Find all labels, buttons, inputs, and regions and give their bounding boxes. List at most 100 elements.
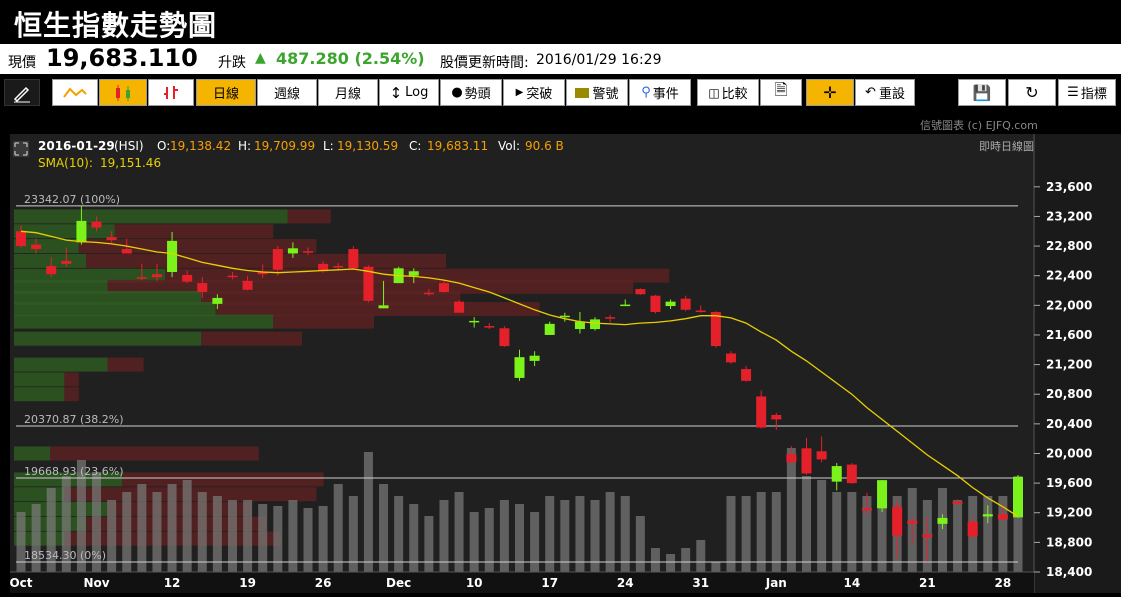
- line-chart-button[interactable]: [52, 79, 98, 106]
- candle-body[interactable]: [197, 283, 208, 292]
- candle-body[interactable]: [91, 221, 102, 228]
- candle-body[interactable]: [982, 514, 993, 517]
- tab-monthly[interactable]: 月線: [318, 79, 378, 106]
- x-axis-panel: [10, 572, 1034, 593]
- price-chart[interactable]: 23342.07 (100%) 20370.87 (38.2%) 19668.93 …: [9, 134, 1121, 593]
- candlestick-icon: [116, 84, 130, 101]
- candle-body[interactable]: [590, 319, 601, 330]
- candle-body[interactable]: [363, 266, 374, 301]
- candle-body[interactable]: [877, 480, 888, 509]
- candle-body[interactable]: [514, 357, 525, 378]
- candle-body[interactable]: [76, 220, 87, 243]
- candle-body[interactable]: [242, 280, 253, 290]
- volume-profile-down-bar: [114, 224, 274, 239]
- candle-body[interactable]: [61, 260, 72, 264]
- candle-body[interactable]: [136, 277, 147, 279]
- candle-body[interactable]: [635, 289, 646, 295]
- save-icon: 💾: [972, 83, 992, 102]
- candle-body[interactable]: [605, 317, 616, 319]
- candle-body[interactable]: [227, 275, 238, 278]
- candle-body[interactable]: [544, 323, 555, 335]
- draw-pen-button[interactable]: [4, 79, 40, 106]
- candle-body[interactable]: [46, 266, 57, 275]
- save-button[interactable]: 💾: [958, 79, 1006, 106]
- candle-body[interactable]: [559, 315, 570, 318]
- candle-body[interactable]: [303, 251, 314, 253]
- candle-body[interactable]: [620, 304, 631, 307]
- candle-body[interactable]: [454, 301, 465, 313]
- candle-body[interactable]: [695, 310, 706, 313]
- candle-body[interactable]: [771, 414, 782, 420]
- volume-profile-up-bar: [14, 302, 216, 317]
- y-tick-label: 20,800: [1046, 387, 1092, 401]
- notes-button[interactable]: 🗎: [760, 79, 802, 106]
- candle-body[interactable]: [725, 353, 736, 363]
- candle-body[interactable]: [680, 298, 691, 310]
- candle-body[interactable]: [348, 249, 359, 269]
- candle-body[interactable]: [167, 240, 178, 272]
- candle-body[interactable]: [333, 266, 344, 268]
- tab-daily[interactable]: 日線: [196, 79, 256, 106]
- candle-body[interactable]: [650, 295, 661, 312]
- compare-button[interactable]: ◫ 比較: [697, 79, 759, 106]
- candle-body[interactable]: [438, 283, 449, 292]
- candle-body[interactable]: [151, 274, 162, 278]
- reset-button[interactable]: ↶ 重設: [855, 79, 915, 106]
- volume-profile-down-bar: [215, 302, 540, 317]
- volume-profile-up-bar: [14, 209, 288, 224]
- candlestick-button[interactable]: [99, 79, 147, 106]
- candle-body[interactable]: [16, 231, 26, 247]
- candle-body[interactable]: [212, 297, 223, 304]
- candle-body[interactable]: [861, 508, 872, 511]
- candle-body[interactable]: [846, 464, 857, 484]
- candle-body[interactable]: [816, 451, 827, 460]
- candle-body[interactable]: [408, 271, 419, 276]
- candle-body[interactable]: [786, 454, 797, 463]
- candle-body[interactable]: [710, 312, 721, 347]
- candle-body[interactable]: [484, 326, 495, 328]
- candle-body[interactable]: [423, 292, 434, 295]
- refresh-button[interactable]: ↻: [1008, 79, 1056, 106]
- candle-body[interactable]: [892, 506, 903, 536]
- candle-body[interactable]: [574, 321, 585, 330]
- crosshair-button[interactable]: ✛: [806, 79, 854, 106]
- candle-body[interactable]: [997, 514, 1008, 520]
- candle-body[interactable]: [469, 320, 480, 323]
- candle-body[interactable]: [121, 249, 132, 254]
- candle-body[interactable]: [499, 328, 510, 347]
- event-button[interactable]: ⚲ 事件: [629, 79, 691, 106]
- expand-icon[interactable]: [13, 141, 29, 157]
- candle-body[interactable]: [952, 501, 963, 504]
- candle-body[interactable]: [318, 263, 329, 272]
- candle-body[interactable]: [31, 244, 42, 250]
- candle-body[interactable]: [378, 305, 389, 309]
- compare-label: 比較: [721, 87, 748, 102]
- candle-body[interactable]: [287, 248, 298, 254]
- log-scale-button[interactable]: ↕ Log: [379, 79, 439, 106]
- momentum-button[interactable]: ● 勢頭: [440, 79, 502, 106]
- candle-body[interactable]: [257, 272, 268, 275]
- breakout-button[interactable]: ▶ 突破: [503, 79, 565, 106]
- candle-body[interactable]: [106, 237, 117, 241]
- candle-body[interactable]: [756, 396, 767, 428]
- candle-body[interactable]: [272, 249, 283, 270]
- quote-bar: 現價 19,683.110 升跌 ▲ 487.280 (2.54%) 股價更新時…: [0, 44, 1121, 74]
- candle-body[interactable]: [907, 520, 918, 524]
- chart-area[interactable]: 23342.07 (100%) 20370.87 (38.2%) 19668.93 …: [9, 134, 1121, 593]
- candle-body[interactable]: [801, 448, 812, 474]
- candle-body[interactable]: [1013, 476, 1023, 518]
- indicator-button[interactable]: ☰ 指標: [1058, 79, 1116, 106]
- candle-body[interactable]: [937, 517, 948, 524]
- candle-body[interactable]: [967, 521, 978, 537]
- ohlc-bar-button[interactable]: [148, 79, 194, 106]
- alert-label: 警號: [592, 87, 619, 102]
- candle-body[interactable]: [831, 466, 842, 482]
- volume-bar: [575, 496, 585, 572]
- tab-weekly[interactable]: 週線: [257, 79, 317, 106]
- alert-button[interactable]: 警號: [566, 79, 628, 106]
- candle-body[interactable]: [665, 301, 676, 307]
- candle-body[interactable]: [741, 369, 752, 381]
- candle-body[interactable]: [182, 274, 193, 282]
- candle-body[interactable]: [922, 534, 933, 538]
- candle-body[interactable]: [529, 355, 540, 361]
